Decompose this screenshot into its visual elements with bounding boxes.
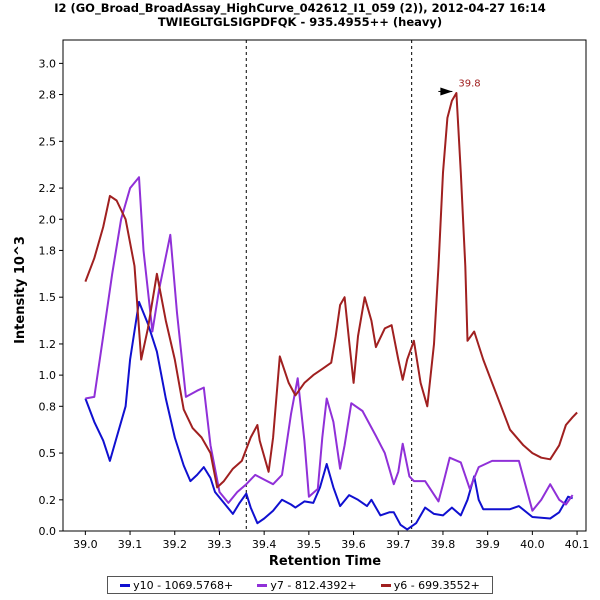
- legend-item: y7 - 812.4392+: [257, 578, 357, 592]
- plot-area: [62, 39, 587, 532]
- y-tick-label: 2.5: [39, 135, 57, 148]
- y-tick-label: 3.0: [39, 57, 57, 70]
- x-tick-label: 40.1: [565, 538, 590, 551]
- x-tick-label: 39.0: [73, 538, 98, 551]
- y-tick-label: 2.0: [39, 213, 57, 226]
- legend-swatch: [120, 583, 131, 587]
- series-line-2: [84, 92, 578, 489]
- y-tick-label: 1.5: [39, 291, 57, 304]
- legend-item: y6 - 699.3552+: [380, 578, 480, 592]
- series-line-1: [85, 176, 574, 512]
- x-tick-label: 39.8: [431, 538, 456, 551]
- chart-subtitle: TWIEGLTGLSIGPDFQK - 935.4955++ (heavy): [157, 15, 443, 29]
- legend-label: y10 - 1069.5768+: [133, 578, 234, 592]
- x-tick-label: 39.2: [163, 538, 188, 551]
- x-tick-label: 39.6: [341, 538, 366, 551]
- legend-swatch: [257, 583, 268, 587]
- x-tick-label: 39.9: [475, 538, 500, 551]
- y-axis-label: Intensity 10^3: [13, 236, 28, 344]
- legend-item: y10 - 1069.5768+: [120, 579, 233, 592]
- y-tick-label: 2.8: [39, 89, 57, 102]
- x-tick-label: 39.3: [207, 538, 232, 551]
- legend-swatch: [380, 583, 391, 587]
- x-tick-label: 39.7: [386, 538, 411, 551]
- y-tick-label: 0.5: [39, 447, 57, 460]
- y-tick-label: 2.2: [39, 182, 57, 195]
- x-axis-label: Retention Time: [269, 554, 381, 569]
- y-tick-label: 0.2: [39, 494, 57, 507]
- chart-title: I2 (GO_Broad_BroadAssay_HighCurve_042612…: [54, 1, 546, 15]
- x-tick-label: 40.0: [520, 538, 545, 551]
- y-tick-label: 1.2: [39, 338, 57, 351]
- legend-label: y7 - 812.4392+: [270, 578, 357, 592]
- y-tick-label: 1.8: [39, 244, 57, 257]
- legend-label: y6 - 699.3552+: [393, 578, 480, 592]
- x-tick-label: 39.1: [118, 538, 143, 551]
- y-tick-label: 0.0: [39, 525, 57, 538]
- x-tick-label: 39.5: [297, 538, 322, 551]
- y-tick-label: 1.0: [39, 369, 57, 382]
- legend: y10 - 1069.5768+ y7 - 812.4392+ y6 - 699.3…: [107, 576, 493, 594]
- x-tick-label: 39.4: [252, 538, 277, 551]
- y-tick-label: 0.8: [39, 400, 57, 413]
- peak-annotation-label: 39.8: [458, 78, 480, 89]
